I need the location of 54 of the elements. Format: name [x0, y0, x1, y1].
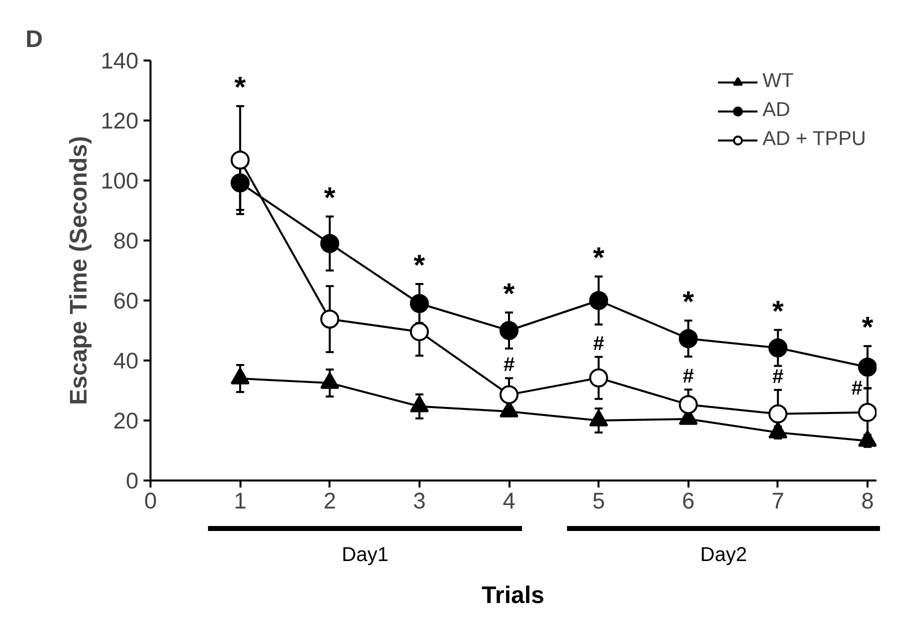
legend-label: WT — [762, 70, 794, 93]
y-tick-label: 120 — [100, 108, 139, 134]
point — [230, 150, 250, 170]
annotation: # — [682, 366, 694, 388]
legend-label: AD + TPPU — [762, 128, 866, 151]
x-tick-label: 3 — [413, 488, 426, 514]
annotation: # — [503, 354, 515, 376]
y-tick-label: 140 — [100, 48, 139, 74]
point — [589, 368, 608, 388]
point — [320, 234, 340, 253]
point — [500, 321, 519, 340]
point — [768, 338, 788, 358]
y-tick-label: 100 — [100, 168, 139, 194]
x-tick-label: 8 — [861, 488, 874, 514]
point — [589, 291, 608, 310]
y-tick-label: 80 — [113, 228, 138, 254]
y-tick-label: 40 — [113, 348, 138, 374]
annotation: # — [593, 332, 604, 355]
annotation: * — [682, 286, 695, 319]
annotation: * — [414, 249, 426, 282]
x-tick-label: 2 — [323, 488, 336, 514]
point — [410, 322, 429, 342]
annotation: * — [324, 182, 336, 214]
annotation: # — [851, 377, 863, 400]
text: Day1 — [340, 544, 390, 567]
point — [320, 310, 340, 329]
annotation: * — [772, 294, 784, 328]
point — [678, 329, 698, 348]
x-tick-label: 0 — [144, 488, 157, 514]
text: D — [26, 26, 43, 53]
point — [500, 385, 519, 404]
annotation: * — [592, 242, 605, 274]
point — [230, 173, 250, 192]
point — [768, 404, 788, 424]
annotation: * — [862, 311, 874, 344]
annotation: * — [503, 278, 516, 310]
x-tick-label: 4 — [502, 488, 516, 514]
legend-label: AD — [762, 99, 790, 122]
annotation: # — [772, 366, 784, 388]
x-tick-label: 1 — [234, 488, 246, 514]
point — [678, 395, 698, 414]
point — [858, 358, 876, 377]
x-axis-title: Trials — [480, 582, 546, 610]
y-tick-label: 0 — [126, 468, 139, 494]
y-tick-label: 20 — [113, 408, 138, 434]
y-axis-title: Escape Time (Seconds) — [66, 136, 93, 405]
x-tick-label: 5 — [592, 488, 605, 514]
y-tick-label: 60 — [113, 288, 138, 314]
text: Day2 — [699, 544, 748, 567]
x-tick-label: 6 — [682, 488, 695, 514]
x-tick-label: 7 — [772, 488, 784, 514]
annotation: * — [234, 71, 246, 104]
point — [410, 294, 429, 313]
point — [858, 402, 876, 422]
